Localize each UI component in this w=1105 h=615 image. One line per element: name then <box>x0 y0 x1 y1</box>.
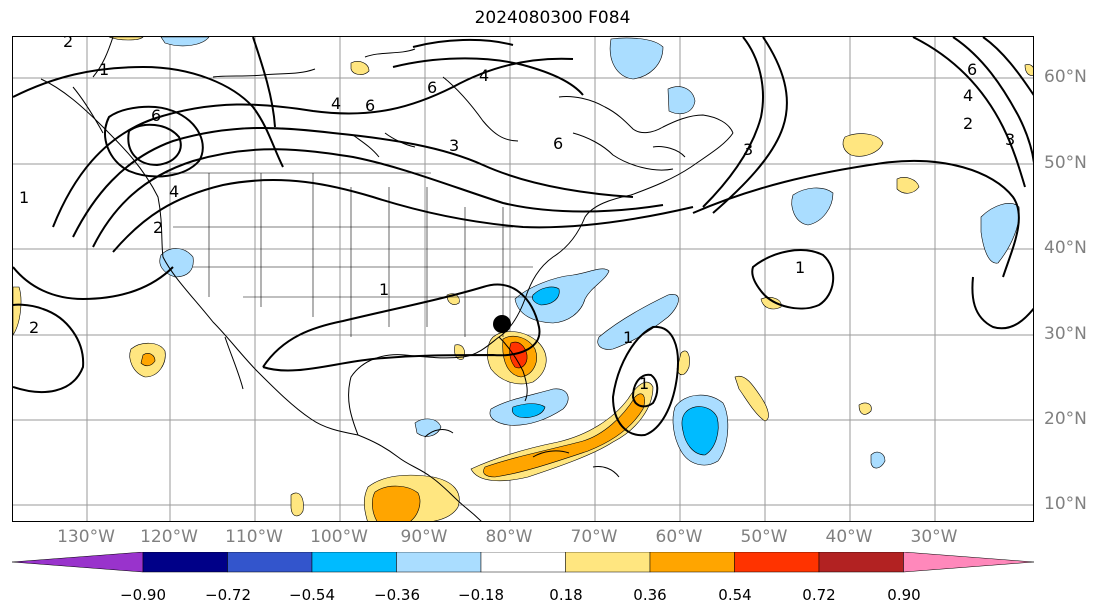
colorbar-tick: −0.54 <box>289 586 335 604</box>
shaded-anomaly-regions <box>13 37 1033 521</box>
colorbar-segment <box>818 552 904 573</box>
lat-label: 30°N <box>1044 324 1087 344</box>
colorbar-segment <box>565 552 651 573</box>
colorbar-segment <box>396 552 482 573</box>
lon-label: 70°W <box>570 527 618 547</box>
map-title: 2024080300 F084 <box>474 8 631 28</box>
lon-label: 110°W <box>225 527 283 547</box>
contour-label: 6 <box>151 106 161 125</box>
colorbar-tick: 0.54 <box>718 586 752 604</box>
lon-label: 60°W <box>655 527 703 547</box>
contour-label: 1 <box>639 374 649 393</box>
map-canvas: 1 6 4 2 1 6 6 6 4 3 6 4 2 3 3 1 2 1 1 1 … <box>13 37 1033 521</box>
contour-label: 1 <box>623 328 633 347</box>
contour-label: 1 <box>379 280 389 299</box>
contour-label: 3 <box>743 140 753 159</box>
contour-label: 2 <box>63 37 73 51</box>
colorbar-tick: −0.18 <box>458 586 504 604</box>
lat-label: 40°N <box>1044 238 1087 258</box>
lon-label: 100°W <box>310 527 368 547</box>
lon-label: 80°W <box>485 527 533 547</box>
colorbar-tick: 0.90 <box>887 586 921 604</box>
lon-label: 30°W <box>910 527 958 547</box>
contour-label: 4 <box>169 182 179 201</box>
map-panel: 1 6 4 2 1 6 6 6 4 3 6 4 2 3 3 1 2 1 1 1 … <box>12 36 1034 522</box>
colorbar-tick: −0.90 <box>120 586 166 604</box>
colorbar-extend-high <box>903 552 1035 573</box>
lon-label: 40°W <box>825 527 873 547</box>
colorbar-segment <box>649 552 735 573</box>
lat-label: 10°N <box>1044 494 1087 514</box>
colorbar-extend-low <box>11 552 144 573</box>
colorbar-segment <box>311 552 397 573</box>
lon-label: 130°W <box>57 527 115 547</box>
contour-label: 6 <box>427 78 437 97</box>
lat-label: 60°N <box>1044 67 1087 87</box>
contour-label: 6 <box>967 60 977 79</box>
colorbar-tick: −0.36 <box>374 586 420 604</box>
lon-label: 90°W <box>400 527 448 547</box>
contour-label: 1 <box>99 60 109 79</box>
colorbar-segment <box>142 552 228 573</box>
contour-label: 4 <box>963 86 973 105</box>
contour-label: 2 <box>153 218 163 237</box>
state-borders <box>163 172 533 337</box>
colorbar-tick: 0.72 <box>802 586 836 604</box>
contour-label: 2 <box>963 114 973 133</box>
contour-label: 3 <box>1005 130 1015 149</box>
contour-label: 2 <box>29 318 39 337</box>
storm-position-marker <box>493 315 511 333</box>
colorbar-tick: −0.72 <box>205 586 251 604</box>
colorbar-segment <box>227 552 313 573</box>
contour-label: 4 <box>331 94 341 113</box>
lat-label: 50°N <box>1044 153 1087 173</box>
contour-label: 4 <box>479 66 489 85</box>
contour-label: 1 <box>795 258 805 277</box>
colorbar <box>11 552 1035 573</box>
lat-label: 20°N <box>1044 409 1087 429</box>
contour-label: 3 <box>449 136 459 155</box>
lon-label: 120°W <box>140 527 198 547</box>
contour-lines <box>13 37 1033 437</box>
colorbar-segment <box>480 552 566 573</box>
contour-label: 1 <box>19 188 29 207</box>
contour-label: 6 <box>553 134 563 153</box>
colorbar-segment <box>734 552 820 573</box>
colorbar-tick: 0.36 <box>633 586 667 604</box>
contour-label: 6 <box>365 96 375 115</box>
colorbar-tick: 0.18 <box>549 586 583 604</box>
contour-label-group: 1 6 4 2 1 6 6 6 4 3 6 4 2 3 3 1 2 1 1 1 … <box>19 37 1015 393</box>
graticule <box>13 37 1033 521</box>
lon-label: 50°W <box>740 527 788 547</box>
